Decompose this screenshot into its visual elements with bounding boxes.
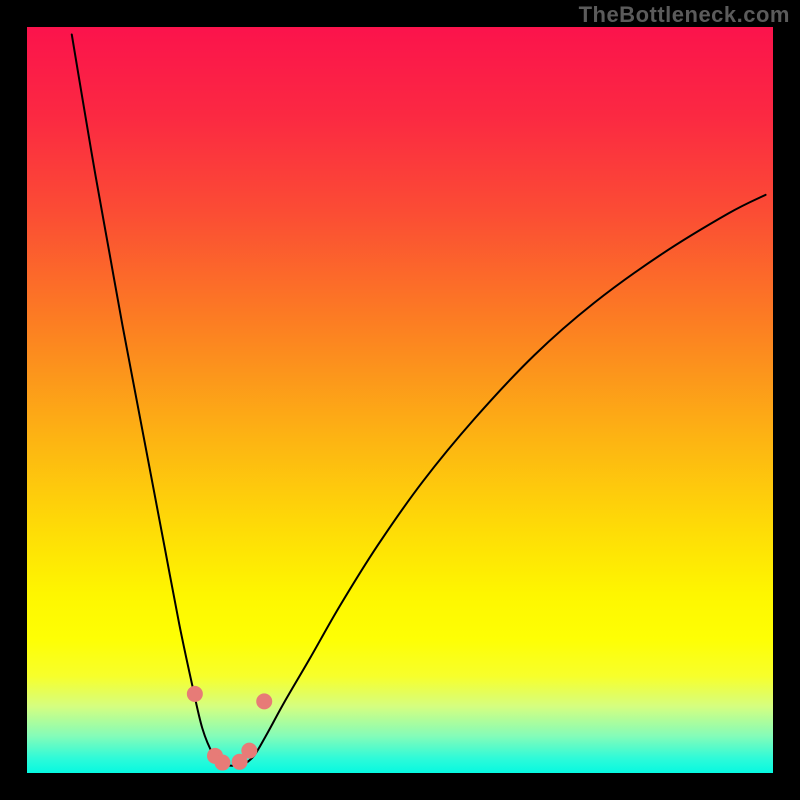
chart-container: TheBottleneck.com <box>0 0 800 800</box>
marker-dot <box>241 743 257 759</box>
bottleneck-chart-svg <box>0 0 800 800</box>
plot-gradient-background <box>27 27 773 773</box>
marker-dot <box>256 693 272 709</box>
marker-dot <box>214 755 230 771</box>
watermark-label: TheBottleneck.com <box>579 2 790 28</box>
marker-dot <box>187 686 203 702</box>
